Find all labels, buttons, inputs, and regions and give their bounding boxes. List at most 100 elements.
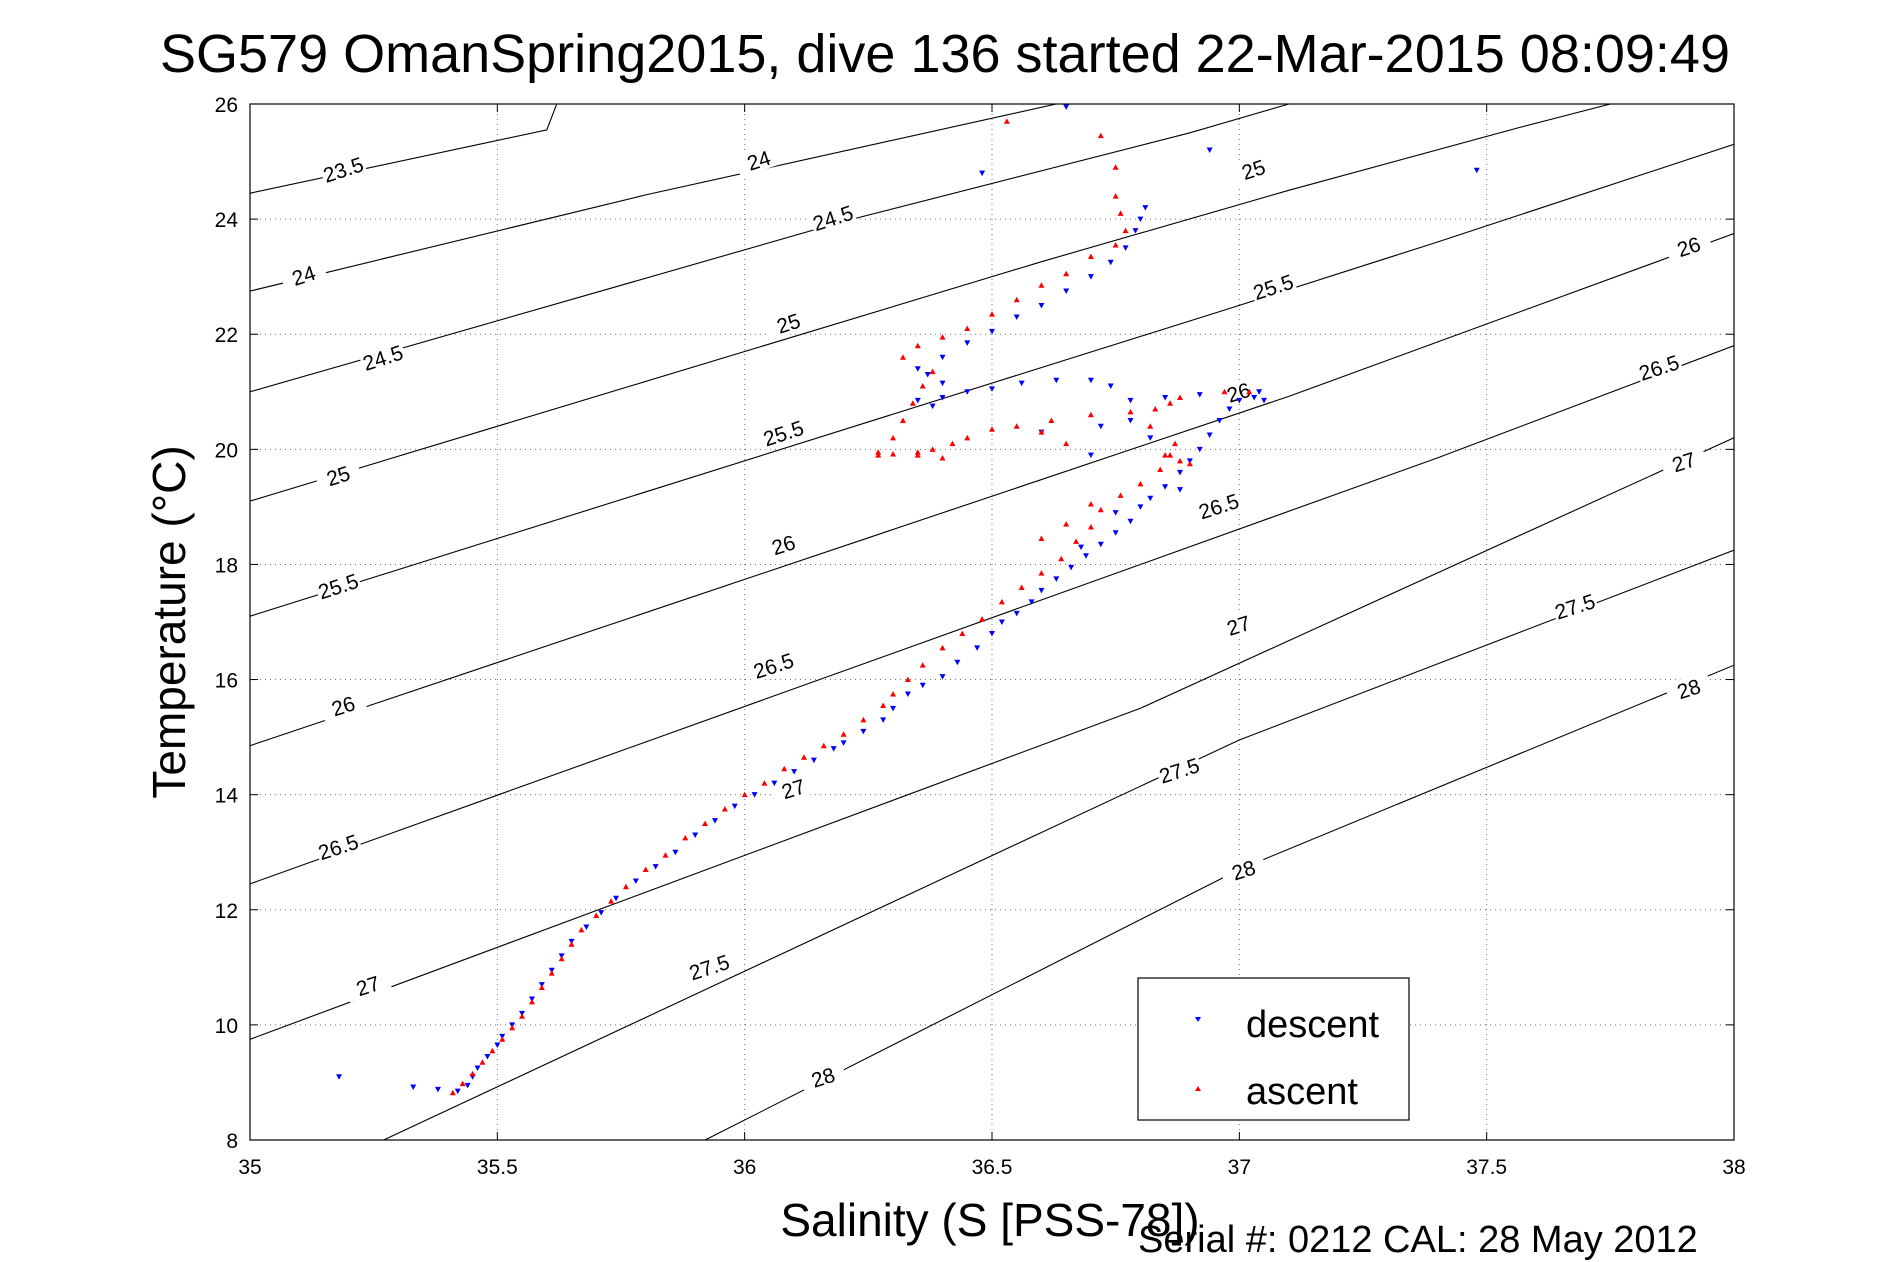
- ascent-point: [979, 616, 986, 622]
- ascent-point: [820, 742, 827, 749]
- ascent-point: [548, 970, 555, 976]
- descent-point: [939, 395, 946, 401]
- ascent-point: [509, 1024, 516, 1031]
- descent-point: [1256, 389, 1263, 395]
- descent-point: [632, 878, 639, 884]
- density-contour-25: [250, 104, 1611, 502]
- ascent-point: [939, 454, 946, 461]
- ascent-point: [662, 852, 669, 858]
- descent-point: [1176, 487, 1183, 493]
- contour-label-background: [1550, 588, 1600, 624]
- descent-point: [1063, 104, 1070, 110]
- ascent-point: [781, 765, 788, 772]
- x-tick-label: 36.5: [972, 1156, 1013, 1179]
- descent-point: [929, 403, 936, 410]
- ascent-point: [1097, 132, 1104, 139]
- ascent-point: [1147, 423, 1154, 429]
- ascent-point: [875, 452, 882, 458]
- ascent-point: [499, 1036, 506, 1042]
- ascent-point: [914, 452, 921, 458]
- ascent-point: [1058, 555, 1065, 562]
- descent-point: [1013, 610, 1020, 617]
- contour-label-background: [758, 415, 808, 450]
- ascent-point: [449, 1089, 456, 1096]
- descent-point: [731, 803, 738, 810]
- ascent-point: [568, 941, 575, 947]
- descent-point: [434, 1086, 441, 1093]
- y-tick-label: 24: [215, 209, 239, 232]
- ascent-point: [489, 1047, 496, 1054]
- contour-label-background: [758, 527, 808, 562]
- descent-point: [1176, 469, 1183, 476]
- descent-point: [1147, 495, 1154, 502]
- descent-point: [1216, 418, 1223, 424]
- contour-label-group: 27.5: [1550, 588, 1600, 625]
- ascent-point: [761, 780, 768, 786]
- y-tick-label: 8: [226, 1130, 238, 1153]
- ascent-point: [904, 676, 911, 683]
- x-tick-label: 36: [733, 1156, 756, 1179]
- ascent-point: [1117, 210, 1124, 216]
- contour-label-background: [798, 1059, 848, 1095]
- descent-point: [1162, 484, 1169, 490]
- ascent-point: [1122, 227, 1129, 234]
- ascent-point: [1087, 524, 1094, 530]
- contour-label-background: [768, 771, 818, 806]
- y-tick-label: 16: [215, 670, 238, 693]
- contour-label-background: [763, 305, 813, 341]
- ascent-point: [914, 449, 921, 455]
- descent-point: [1236, 397, 1243, 404]
- descent-point: [840, 740, 847, 746]
- ascent-point: [801, 754, 808, 760]
- legend-descent-label: descent: [1246, 1004, 1380, 1046]
- ascent-point: [1112, 193, 1119, 199]
- contour-label-group: 28: [1664, 670, 1713, 706]
- x-tick-label: 38: [1722, 1156, 1745, 1179]
- ascent-point: [469, 1070, 476, 1077]
- contour-label-background: [1219, 852, 1268, 887]
- contour-label-group: 27: [768, 771, 818, 806]
- descent-point: [924, 372, 931, 378]
- ascent-point: [1063, 270, 1070, 277]
- descent-point: [672, 849, 679, 856]
- ascent-point: [1246, 388, 1253, 395]
- contour-label-group: 25: [1228, 151, 1278, 187]
- contour-label-background: [1659, 444, 1708, 479]
- descent-point: [1082, 553, 1089, 559]
- calibration-footer: Serial #: 0212 CAL: 28 May 2012: [1138, 1219, 1698, 1261]
- descent-point: [1226, 406, 1233, 413]
- ascent-point: [890, 690, 897, 697]
- ascent-series: [449, 118, 1253, 1096]
- ascent-point: [919, 383, 926, 389]
- ascent-point: [578, 926, 585, 933]
- x-tick-label: 37: [1228, 1156, 1251, 1179]
- descent-point: [474, 1065, 481, 1072]
- ascent-point: [875, 449, 882, 455]
- descent-point: [939, 380, 946, 387]
- y-tick-label: 14: [215, 785, 239, 808]
- descent-point: [751, 792, 758, 798]
- descent-point: [1097, 423, 1104, 430]
- y-tick-label: 18: [215, 554, 238, 577]
- ascent-point: [1117, 492, 1124, 498]
- descent-point: [494, 1042, 501, 1049]
- y-tick-label: 26: [215, 94, 238, 117]
- ascent-point: [519, 1013, 526, 1019]
- ascent-point: [1172, 440, 1179, 447]
- descent-point: [464, 1082, 471, 1089]
- descent-point: [939, 354, 946, 361]
- contour-label-background: [808, 200, 858, 235]
- descent-point: [810, 757, 817, 764]
- density-contour-24: [250, 104, 1057, 292]
- ascent-point: [929, 368, 936, 375]
- descent-point: [1127, 397, 1134, 404]
- ascent-point: [459, 1080, 466, 1087]
- descent-point: [1087, 274, 1094, 280]
- contour-label-background: [1634, 349, 1684, 385]
- ascent-point: [899, 354, 906, 360]
- ascent-point: [1063, 440, 1070, 447]
- ascent-point: [949, 440, 956, 447]
- descent-point: [880, 717, 887, 723]
- descent-point: [1162, 395, 1169, 401]
